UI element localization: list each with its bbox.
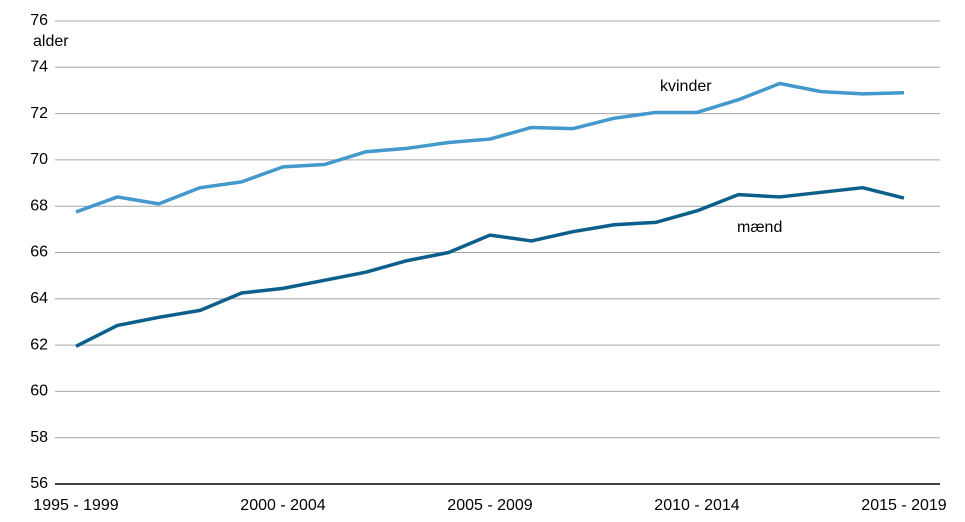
y-tick-label: 62: [30, 336, 48, 353]
x-tick-label: 2015 - 2019: [861, 497, 947, 514]
x-tick-label: 2010 - 2014: [654, 497, 740, 514]
series-line: [75, 81, 905, 214]
x-tick-label: 1995 - 1999: [33, 497, 119, 514]
y-tick-label: 64: [30, 290, 48, 307]
series-line: [75, 185, 905, 348]
x-tick-label: 2000 - 2004: [240, 497, 326, 514]
y-tick-label: 68: [30, 197, 48, 214]
series-label: mænd: [737, 219, 782, 236]
y-tick-label: 74: [30, 59, 48, 76]
y-tick-label: 72: [30, 105, 48, 122]
y-tick-label: 60: [30, 383, 48, 400]
y-axis-label: alder: [33, 33, 69, 50]
y-tick-label: 66: [30, 244, 48, 261]
y-tick-label: 76: [30, 12, 48, 29]
y-tick-label: 70: [30, 151, 48, 168]
x-tick-label: 2005 - 2009: [447, 497, 533, 514]
y-tick-label: 56: [30, 475, 48, 492]
y-tick-label: 58: [30, 429, 48, 446]
series-label: kvinder: [660, 78, 712, 95]
